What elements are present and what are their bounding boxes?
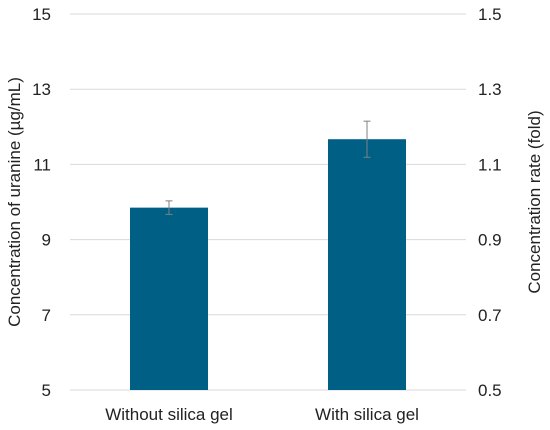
left-axis-ticks: 5 7 9 11 13 15	[32, 5, 51, 400]
y-tick-label-left: 7	[42, 306, 51, 325]
y-tick-label-right: 0.7	[478, 306, 502, 325]
right-axis-ticks: 0.5 0.7 0.9 1.1 1.3 1.5	[478, 5, 502, 400]
bar	[130, 207, 208, 390]
bars	[130, 139, 406, 390]
y-tick-label-left: 15	[32, 5, 51, 24]
x-category-label: Without silica gel	[105, 405, 233, 424]
y-tick-label-right: 1.5	[478, 5, 502, 24]
bar	[328, 139, 406, 390]
y-tick-label-right: 0.9	[478, 231, 502, 250]
gridlines	[70, 13, 466, 391]
y-axis-title-right: Concentration rate (fold)	[525, 110, 544, 293]
y-tick-label-left: 5	[42, 381, 51, 400]
y-tick-label-right: 1.1	[478, 155, 502, 174]
error-bars	[165, 120, 371, 215]
y-tick-label-right: 0.5	[478, 381, 502, 400]
category-labels: Without silica gel With silica gel	[105, 405, 419, 424]
x-category-label: With silica gel	[315, 405, 419, 424]
y-axis-title-left: Concentration of uranine (µg/mL)	[5, 77, 24, 327]
y-tick-label-right: 1.3	[478, 80, 502, 99]
y-tick-label-left: 11	[33, 155, 51, 174]
y-tick-label-left: 9	[42, 231, 51, 250]
y-tick-label-left: 13	[32, 80, 51, 99]
